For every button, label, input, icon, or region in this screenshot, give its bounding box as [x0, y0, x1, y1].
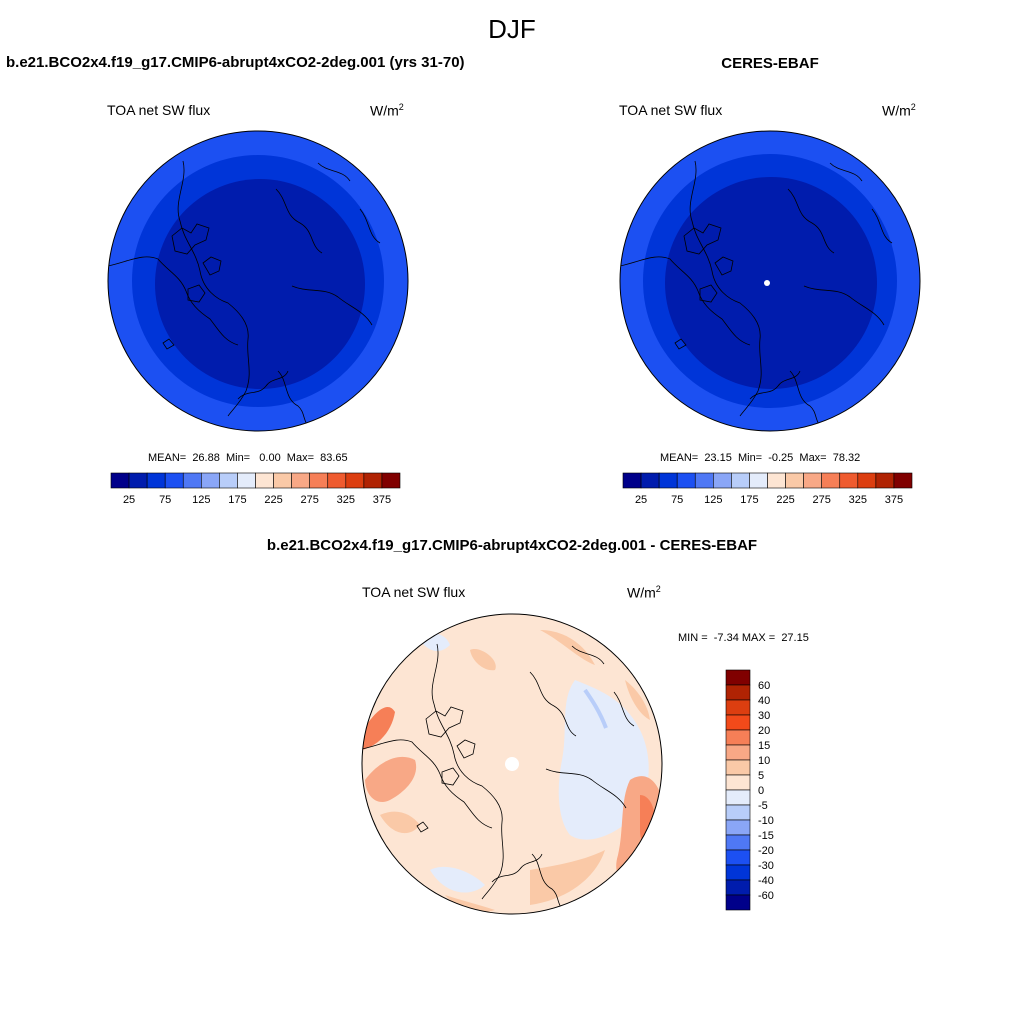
colorbar-box [725, 804, 751, 821]
colorbar-label: -20 [758, 845, 774, 857]
colorbar-box [237, 472, 256, 489]
colorbar-box [725, 759, 751, 776]
colorbar-box [725, 879, 751, 896]
colorbar-label: 375 [373, 494, 391, 506]
colorbar-box [767, 472, 786, 489]
colorbar-box [725, 729, 751, 746]
colorbar-label: 10 [758, 755, 770, 767]
colorbar-label: 275 [813, 494, 831, 506]
colorbar-box [694, 472, 714, 489]
colorbar-box [725, 789, 751, 806]
left-colorbar: 25 75 125 175 225 275 325 375 [110, 472, 401, 506]
difference-polar-map [361, 613, 663, 915]
right-case-title: CERES-EBAF [721, 55, 819, 72]
colorbar-box [725, 774, 751, 791]
colorbar-label: 325 [849, 494, 867, 506]
colorbar-label: 25 [635, 494, 647, 506]
colorbar-box [291, 472, 310, 489]
colorbar-box [363, 472, 383, 489]
colorbar-box [725, 834, 751, 851]
colorbar-box [381, 472, 401, 489]
colorbar-box [725, 669, 751, 686]
right-stats: MEAN= 23.15 Min= -0.25 Max= 78.32 [660, 452, 861, 464]
colorbar-label: 75 [671, 494, 683, 506]
colorbar-box [164, 472, 184, 489]
difference-colorbar: 60 40 30 20 15 10 5 0 -5 -10 -15 -20 -30 -40 -60 [725, 669, 774, 911]
figure-title: DJF [488, 14, 536, 44]
difference-case-title: b.e21.BCO2x4.f19_g17.CMIP6-abrupt4xCO2-2… [266, 537, 758, 554]
colorbar-box [713, 472, 732, 489]
right-variable-label: TOA net SW flux [619, 102, 723, 118]
colorbar-label: 125 [704, 494, 722, 506]
colorbar-box [725, 864, 751, 881]
left-polar-map [107, 130, 409, 432]
colorbar-box [893, 472, 913, 489]
colorbar-label: 175 [228, 494, 246, 506]
difference-variable-label: TOA net SW flux [362, 584, 466, 600]
colorbar-label: 375 [885, 494, 903, 506]
colorbar-box [676, 472, 696, 489]
right-colorbar: 25 75 125 175 225 275 325 375 [622, 472, 913, 506]
colorbar-box [182, 472, 202, 489]
colorbar-box [622, 472, 642, 489]
colorbar-label: 25 [123, 494, 135, 506]
colorbar-label: 225 [264, 494, 282, 506]
colorbar-box [725, 684, 751, 701]
colorbar-label: 15 [758, 740, 770, 752]
colorbar-box [749, 472, 768, 489]
colorbar-box [219, 472, 238, 489]
colorbar-box [146, 472, 166, 489]
colorbar-label: 225 [776, 494, 794, 506]
difference-units-label: W/m2 [627, 584, 661, 601]
colorbar-box [725, 849, 751, 866]
colorbar-box [731, 472, 750, 489]
colorbar-box [201, 472, 220, 489]
colorbar-box [273, 472, 292, 489]
colorbar-label: -40 [758, 875, 774, 887]
colorbar-label: 75 [159, 494, 171, 506]
left-variable-label: TOA net SW flux [107, 102, 211, 118]
colorbar-box [327, 472, 347, 489]
colorbar-label: 0 [758, 785, 764, 797]
colorbar-box [725, 699, 751, 716]
colorbar-label: -30 [758, 860, 774, 872]
colorbar-box [803, 472, 822, 489]
colorbar-label: 5 [758, 770, 764, 782]
left-case-title: b.e21.BCO2x4.f19_g17.CMIP6-abrupt4xCO2-2… [6, 54, 465, 71]
colorbar-label: -10 [758, 815, 774, 827]
colorbar-label: -5 [758, 800, 768, 812]
colorbar-label: 325 [337, 494, 355, 506]
colorbar-box [110, 472, 130, 489]
colorbar-box [857, 472, 877, 489]
colorbar-box [875, 472, 895, 489]
colorbar-label: 175 [740, 494, 758, 506]
colorbar-box [839, 472, 859, 489]
colorbar-box [255, 472, 274, 489]
colorbar-box [658, 472, 678, 489]
difference-stats: MIN = -7.34 MAX = 27.15 [678, 632, 809, 644]
colorbar-box [345, 472, 365, 489]
colorbar-box [725, 894, 751, 911]
right-polar-map [619, 130, 921, 432]
colorbar-box [725, 714, 751, 731]
colorbar-label: 20 [758, 725, 770, 737]
colorbar-box [785, 472, 804, 489]
colorbar-box [128, 472, 148, 489]
colorbar-label: -60 [758, 890, 774, 902]
left-stats: MEAN= 26.88 Min= 0.00 Max= 83.65 [148, 452, 348, 464]
colorbar-label: -15 [758, 830, 774, 842]
colorbar-box [821, 472, 841, 489]
colorbar-box [640, 472, 660, 489]
colorbar-box [309, 472, 329, 489]
colorbar-label: 275 [301, 494, 319, 506]
colorbar-label: 125 [192, 494, 210, 506]
right-units-label: W/m2 [882, 102, 916, 119]
colorbar-label: 30 [758, 710, 770, 722]
colorbar-label: 60 [758, 680, 770, 692]
colorbar-box [725, 744, 751, 761]
colorbar-label: 40 [758, 695, 770, 707]
colorbar-box [725, 819, 751, 836]
left-units-label: W/m2 [370, 102, 404, 119]
